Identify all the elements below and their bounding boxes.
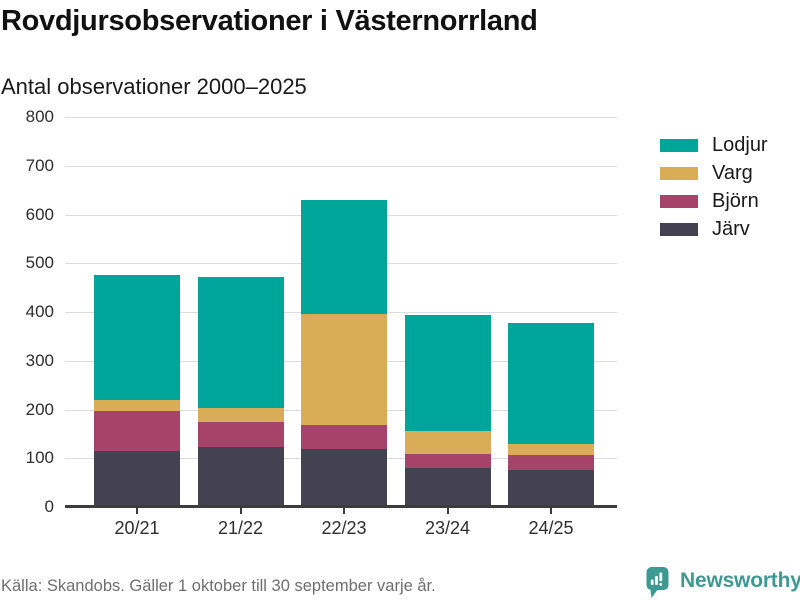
x-axis-category-label: 20/21: [114, 518, 160, 538]
legend-swatch-björn: [660, 194, 698, 208]
y-axis-tick-label: 200: [25, 399, 54, 419]
x-axis-category-label: 23/24: [424, 518, 471, 538]
bar-segment-järv-22-23: [301, 449, 387, 507]
legend-label: Järv: [712, 218, 750, 240]
bar-segment-björn-24-25: [508, 454, 594, 471]
bar-segment-björn-22-23: [301, 424, 387, 450]
legend-item-lodjur: Lodjur: [660, 135, 768, 155]
bar-segment-järv-23-24: [404, 467, 491, 507]
x-axis-category-label: 21/22: [217, 518, 264, 538]
x-axis-line: [65, 505, 617, 508]
bar-segment-lodjur-24-25: [508, 322, 594, 444]
x-axis-tick: [343, 508, 345, 514]
bar-segment-björn-21-22: [197, 422, 284, 447]
bar-segment-järv-20-21: [94, 451, 180, 507]
brand-lockup: Newsworthy: [646, 566, 800, 599]
y-axis-tick-label: 0: [44, 497, 54, 516]
legend-item-björn: Björn: [660, 191, 768, 211]
x-axis-tick: [550, 508, 552, 514]
bar-segment-varg-23-24: [404, 430, 491, 454]
gridline-800: [65, 117, 617, 118]
chart-title: Rovdjursobservationer i Västernorrland: [1, 5, 538, 37]
bar-segment-järv-21-22: [197, 446, 284, 507]
bar-segment-lodjur-20-21: [94, 275, 180, 401]
y-axis-tick-label: 700: [25, 155, 54, 175]
legend-label: Varg: [712, 162, 753, 184]
y-axis-tick-label: 500: [25, 253, 54, 273]
legend-swatch-järv: [660, 222, 698, 236]
bar-segment-varg-24-25: [508, 443, 594, 455]
source-note: Källa: Skandobs. Gäller 1 oktober till 3…: [1, 577, 436, 595]
bar-segment-lodjur-22-23: [301, 200, 387, 315]
bar-segment-varg-21-22: [197, 407, 284, 423]
legend-item-varg: Varg: [660, 163, 768, 183]
chart-legend: Lodjur Varg Björn Järv: [660, 135, 768, 247]
x-axis-tick: [136, 508, 138, 514]
bar-segment-lodjur-21-22: [197, 276, 284, 408]
x-axis-category-label: 24/25: [528, 518, 574, 538]
bar-segment-varg-22-23: [301, 314, 387, 425]
y-axis-tick-label: 400: [25, 302, 54, 321]
bar-segment-varg-20-21: [94, 400, 180, 411]
bar-segment-björn-20-21: [94, 410, 180, 452]
bar-segment-lodjur-23-24: [404, 314, 491, 431]
gridline-700: [65, 165, 617, 167]
x-axis-tick: [239, 508, 242, 514]
newsworthy-logo-icon: [646, 567, 669, 598]
y-axis-tick-label: 300: [25, 350, 54, 370]
legend-swatch-varg: [660, 166, 698, 180]
y-axis-tick-label: 600: [25, 204, 54, 224]
y-axis-tick-label: 800: [25, 107, 54, 126]
bar-segment-järv-24-25: [508, 470, 594, 507]
legend-label: Lodjur: [712, 134, 768, 156]
legend-swatch-lodjur: [660, 138, 698, 152]
bar-segment-björn-23-24: [404, 453, 491, 468]
legend-label: Björn: [712, 190, 759, 212]
brand-name: Newsworthy: [680, 569, 800, 592]
x-axis-category-label: 22/23: [321, 518, 367, 538]
legend-item-järv: Järv: [660, 219, 768, 239]
chart-subtitle: Antal observationer 2000–2025: [1, 74, 307, 99]
y-axis-tick-label: 100: [25, 448, 54, 468]
x-axis-tick: [446, 508, 449, 514]
